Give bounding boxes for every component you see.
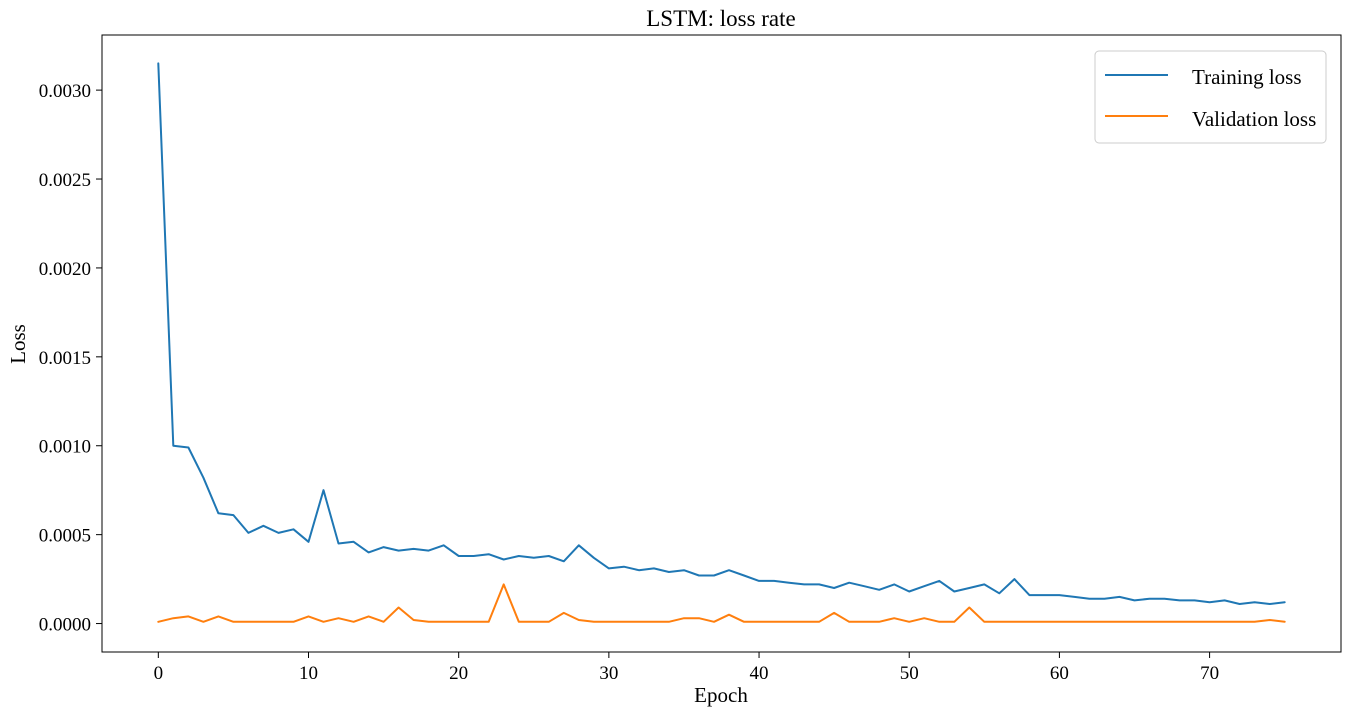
y-tick-label: 0.0025 [39,170,91,191]
chart-title: LSTM: loss rate [646,6,796,31]
training-loss-line [157,62,1286,605]
x-axis-title: Epoch [694,683,748,707]
x-tick-label: 10 [299,663,318,684]
x-tick-label: 40 [750,663,769,684]
y-tick-label: 0.0020 [39,259,91,280]
x-tick-label: 70 [1200,663,1219,684]
legend-label-training: Training loss [1192,65,1302,89]
y-tick-label: 0.0010 [39,437,91,458]
x-tick-label: 60 [1050,663,1069,684]
x-tick-label: 50 [900,663,919,684]
validation-loss-line [157,583,1286,623]
y-axis-title: Loss [6,324,30,364]
y-tick-label: 0.0015 [39,348,91,369]
series-layer [157,62,1286,623]
x-tick-label: 20 [449,663,468,684]
x-tick-label: 30 [599,663,618,684]
y-tick-label: 0.0005 [39,526,91,547]
legend: Training loss Validation loss [1094,50,1327,144]
x-axis: 0 10 20 30 40 50 60 70 [154,652,1219,684]
y-tick-label: 0.0000 [39,615,91,636]
x-tick-label: 0 [154,663,164,684]
plot-frame [101,34,1342,653]
y-axis: 0.0000 0.0005 0.0010 0.0015 0.0020 0.0025 0.00… [39,81,102,636]
legend-label-validation: Validation loss [1192,107,1316,131]
y-tick-label: 0.0030 [39,81,91,102]
